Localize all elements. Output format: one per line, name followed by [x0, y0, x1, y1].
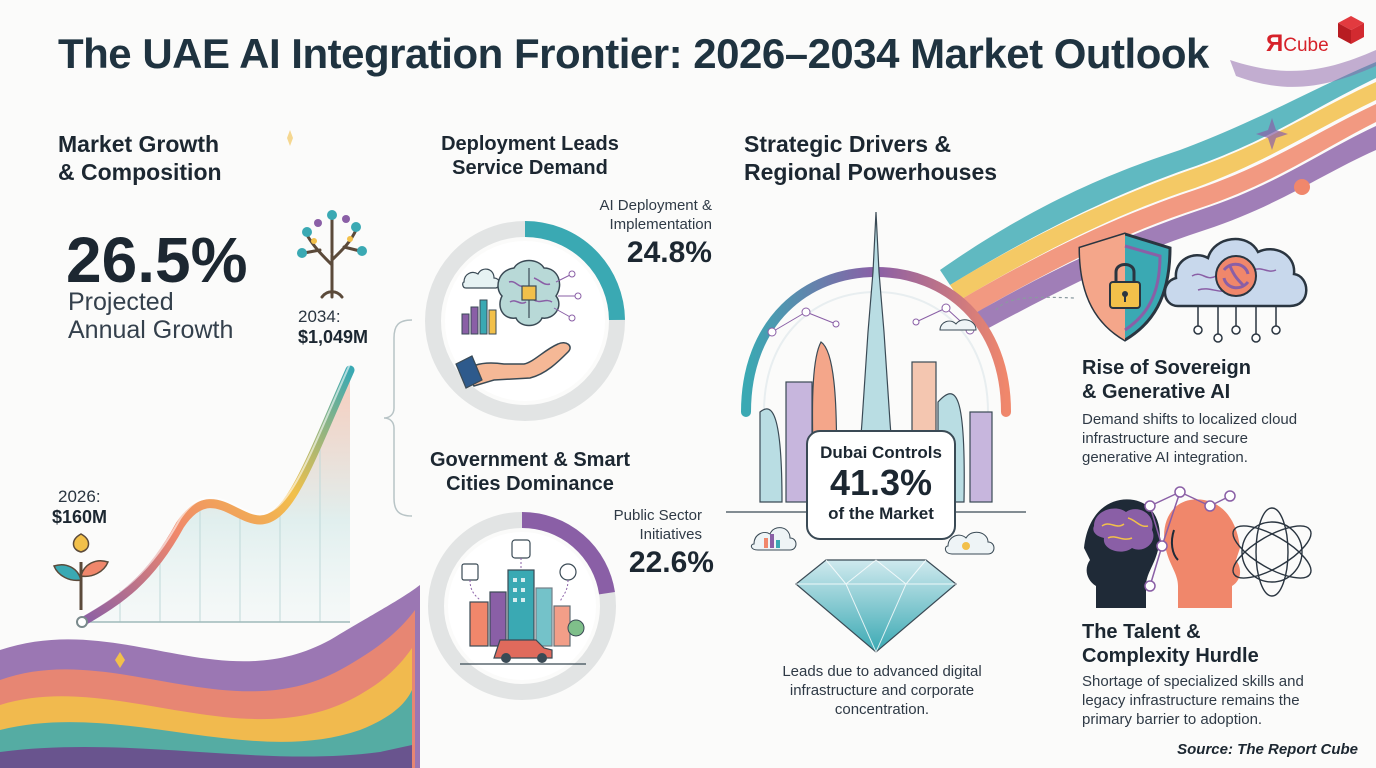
market-heading: Market Growth & Composition	[58, 130, 222, 186]
growth-value: 26.5%	[66, 224, 248, 296]
drivers-heading: Strategic Drivers & Regional Powerhouses	[744, 130, 997, 186]
talent-heading-line2: Complexity Hurdle	[1082, 645, 1259, 667]
dubai-callout: Dubai Controls 41.3% of the Market	[806, 430, 956, 540]
market-heading-line1: Market Growth	[58, 131, 220, 157]
government-heading-line1: Government & Smart	[429, 449, 631, 471]
smart-city-icon	[460, 539, 586, 665]
deployment-heading-line1: Deployment Leads	[441, 133, 619, 155]
talent-text-line1: Shortage of specialized skills and	[1082, 673, 1304, 690]
logo-text: Cube	[1283, 35, 1329, 56]
sovereign-text-line2: infrastructure and secure	[1082, 430, 1248, 447]
government-share-arc	[428, 512, 616, 700]
talent-heading-line1: The Talent &	[1082, 621, 1201, 643]
deployment-label-line1: AI Deployment &	[599, 197, 712, 214]
growth-label-line2: Annual Growth	[68, 316, 234, 344]
deployment-heading-line2: Service Demand	[452, 157, 608, 179]
cloud-network-icon	[1163, 237, 1308, 343]
growth-label-line1: Projected	[68, 288, 174, 316]
sovereign-heading-line2: & Generative AI	[1082, 381, 1231, 403]
growth-label: Projected Annual Growth	[68, 288, 233, 344]
dubai-note-line1: Leads due to advanced digital	[782, 663, 982, 680]
talent-text-line3: primary barrier to adoption.	[1082, 711, 1263, 728]
dubai-note: Leads due to advanced digital infrastruc…	[764, 662, 1000, 719]
government-heading: Government & Smart Cities Dominance	[414, 448, 646, 496]
government-label-line1: Public Sector	[613, 507, 702, 524]
dubai-line1: Dubai Controls	[820, 443, 942, 462]
start-year-label: 2026:	[58, 487, 101, 506]
government-label-line2: Initiatives	[639, 526, 702, 543]
tree-icon	[297, 210, 367, 299]
drivers-heading-line1: Strategic Drivers &	[744, 131, 952, 157]
sprout-icon	[53, 533, 109, 610]
brand-logo: ЯCube	[1266, 16, 1376, 66]
deployment-label-line2: Implementation	[609, 216, 712, 233]
start-value: $160M	[52, 507, 108, 527]
government-label: Public Sector Initiatives	[590, 506, 702, 544]
sovereign-text-line3: generative AI integration.	[1082, 449, 1248, 466]
growth-curve-chart	[76, 363, 355, 628]
dashed-connector	[995, 296, 1075, 311]
dubai-note-line3: concentration.	[834, 701, 930, 718]
page-title: The UAE AI Integration Frontier: 2026–20…	[58, 30, 1209, 77]
end-value: $1,049M	[298, 327, 369, 347]
dubai-note-line2: infrastructure and corporate	[789, 682, 975, 699]
end-year-label: 2034:	[298, 307, 341, 326]
dubai-value: 41.3%	[829, 462, 933, 503]
talent-text-line2: legacy infrastructure remains the	[1082, 692, 1300, 709]
dubai-line3: of the Market	[828, 504, 934, 523]
bracket-connector	[383, 319, 413, 517]
deployment-label: AI Deployment & Implementation	[580, 196, 712, 234]
government-value: 22.6%	[628, 546, 714, 579]
shield-lock-icon	[1078, 232, 1172, 342]
deployment-share-arc	[425, 221, 625, 421]
deployment-value: 24.8%	[626, 236, 712, 269]
sovereign-text-line1: Demand shifts to localized cloud	[1082, 411, 1298, 428]
sovereign-block: Rise of Sovereign & Generative AI Demand…	[1082, 356, 1297, 467]
source-credit: Source: The Report Cube	[1177, 741, 1358, 758]
talent-block: The Talent & Complexity Hurdle Shortage …	[1082, 620, 1304, 729]
deployment-heading: Deployment Leads Service Demand	[420, 132, 640, 180]
cube-icon	[1338, 16, 1364, 44]
sovereign-heading-line1: Rise of Sovereign	[1082, 357, 1251, 379]
market-heading-line2: & Composition	[58, 159, 222, 185]
drivers-heading-line2: Regional Powerhouses	[744, 159, 998, 185]
logo-glyph: Я	[1266, 30, 1284, 57]
head-brain-icon	[1084, 499, 1241, 608]
neural-network-icon	[1144, 486, 1312, 597]
brain-hand-icon	[455, 259, 582, 389]
government-heading-line2: Cities Dominance	[446, 473, 614, 495]
